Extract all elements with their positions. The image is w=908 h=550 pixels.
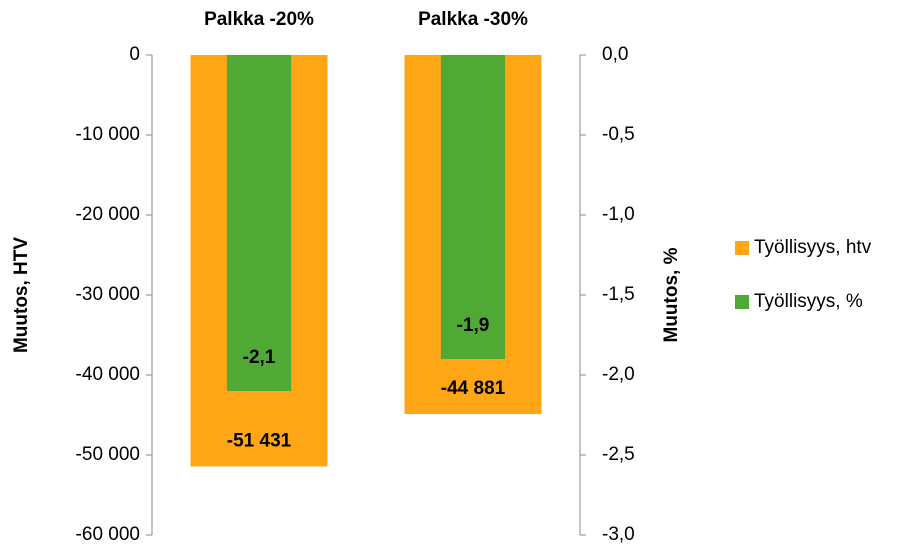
bar <box>440 55 506 359</box>
data-label: -51 431 <box>227 430 292 451</box>
legend-swatch <box>735 295 749 309</box>
data-label: -1,9 <box>457 315 490 336</box>
legend-label: Työllisyys, htv <box>754 237 872 258</box>
y2-tick-label: -1,0 <box>602 204 635 225</box>
y-tick-label: -40 000 <box>76 364 140 385</box>
y2-tick-label: -0,5 <box>602 124 635 145</box>
y-tick-label: -50 000 <box>76 444 140 465</box>
bar <box>226 55 292 391</box>
data-label: -44 881 <box>441 378 506 399</box>
y2-tick-label: 0,0 <box>602 44 628 65</box>
y2-tick-label: -2,0 <box>602 364 635 385</box>
y2-tick-label: -3,0 <box>602 524 635 545</box>
legend-swatch <box>735 241 749 255</box>
y-tick-label: -30 000 <box>76 284 140 305</box>
y-axis-title: Muutos, HTV <box>11 237 32 353</box>
legend-label: Työllisyys, % <box>754 291 863 312</box>
y-tick-label: -10 000 <box>76 124 140 145</box>
data-label: -2,1 <box>243 347 276 368</box>
y2-tick-label: -2,5 <box>602 444 635 465</box>
y-tick-label: -60 000 <box>76 524 140 545</box>
y-tick-label: -20 000 <box>76 204 140 225</box>
y2-axis-title: Muutos, % <box>661 247 682 342</box>
y2-tick-label: -1,5 <box>602 284 635 305</box>
category-label: Palkka -20% <box>204 9 314 30</box>
y-tick-label: 0 <box>129 44 140 65</box>
category-label: Palkka -30% <box>418 9 528 30</box>
